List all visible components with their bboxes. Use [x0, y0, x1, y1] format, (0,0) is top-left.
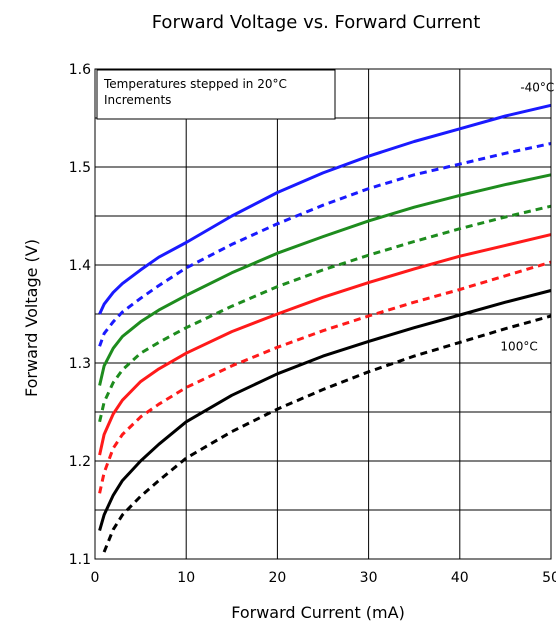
- y-tick-label: 1.5: [69, 160, 91, 176]
- chart-title: Forward Voltage vs. Forward Current: [152, 12, 481, 33]
- x-tick-label: 0: [91, 570, 100, 586]
- temperature-annotation: -40°C: [520, 81, 554, 95]
- tick-labels: 0 10 20 30 40 50 1.1 1.2 1.3 1.4 1.5 1.6: [69, 62, 556, 586]
- series-line-1-solid: [98, 103, 552, 315]
- legend-line-2: Increments: [104, 93, 171, 107]
- series-line-7-solid: [98, 289, 552, 532]
- series-line-2-dashed: [98, 142, 552, 347]
- x-tick-label: 30: [360, 570, 378, 586]
- y-tick-label: 1.2: [69, 454, 91, 470]
- series-group: [98, 103, 552, 553]
- legend-box: Temperatures stepped in 20°C Increments: [96, 69, 336, 120]
- series-line-3-solid: [98, 173, 552, 386]
- y-axis-title: Forward Voltage (V): [22, 239, 41, 397]
- y-tick-label: 1.4: [69, 258, 91, 274]
- plot-frame: [94, 68, 552, 560]
- annotations: -40°C 100°C: [500, 81, 554, 354]
- y-tick-label: 1.6: [69, 62, 91, 78]
- legend-line-1: Temperatures stepped in 20°C: [103, 77, 287, 91]
- grid: [94, 69, 551, 560]
- x-tick-label: 10: [177, 570, 195, 586]
- x-tick-label: 20: [268, 570, 286, 586]
- x-tick-label: 40: [451, 570, 469, 586]
- x-tick-label: 50: [542, 570, 556, 586]
- series-line-5-solid: [98, 233, 552, 456]
- series-line-6-dashed: [98, 260, 552, 494]
- x-axis-title: Forward Current (mA): [231, 603, 405, 622]
- legend-frame: [96, 69, 336, 120]
- y-tick-label: 1.3: [69, 356, 91, 372]
- series-line-4-dashed: [98, 204, 552, 423]
- series-line-8-dashed: [102, 314, 552, 553]
- temperature-annotation: 100°C: [500, 339, 537, 353]
- y-tick-label: 1.1: [69, 552, 91, 568]
